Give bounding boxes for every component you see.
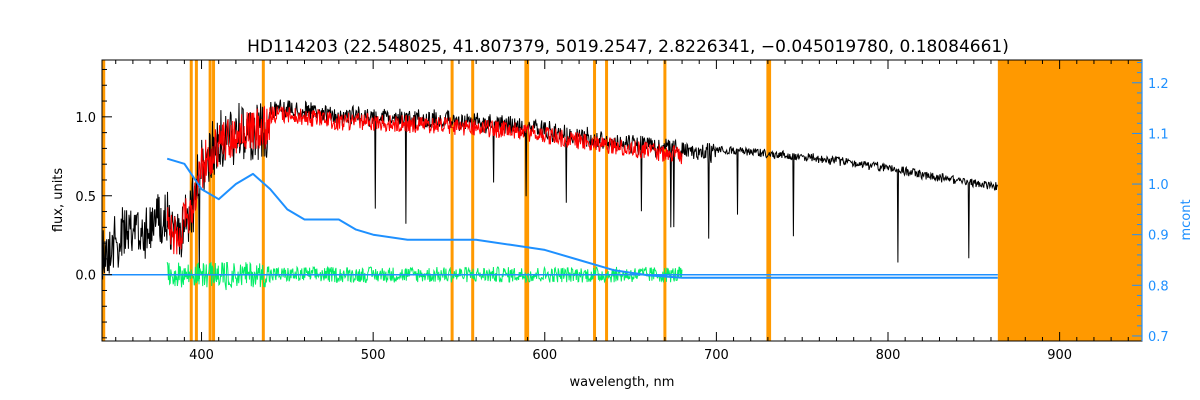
continuum-line [166, 157, 998, 279]
mask-line [766, 60, 770, 341]
y-tick-label: 0.5 [75, 190, 96, 205]
y2-tick-label: 1.0 [1148, 178, 1169, 193]
mask-line [526, 60, 530, 341]
mask-line [208, 60, 212, 341]
x-tick-label: 400 [189, 348, 214, 363]
y-tick-label: 1.0 [75, 111, 96, 126]
x-tick-label: 500 [361, 348, 386, 363]
x-axis-label: wavelength, nm [570, 375, 675, 390]
residual-trace [166, 261, 683, 291]
model-spectrum [166, 105, 683, 255]
model-trace [166, 105, 683, 255]
mask-line [261, 60, 265, 341]
observed-spectrum [102, 99, 999, 280]
x-tick-label: 700 [704, 348, 729, 363]
mask-line [605, 60, 609, 341]
y2-axis-ticks: 0.7 0.8 0.9 1.0 1.1 1.2 [1132, 62, 1169, 345]
y-tick-label: 0.0 [75, 269, 96, 284]
y-axis-ticks: 0.0 0.5 1.0 [75, 68, 112, 339]
y2-tick-label: 0.8 [1148, 279, 1169, 294]
mask-line [593, 60, 597, 341]
mask-line [102, 60, 106, 341]
x-tick-label: 900 [1047, 348, 1072, 363]
mask-line [524, 60, 528, 341]
y2-tick-label: 0.7 [1148, 330, 1169, 345]
mask-line [212, 60, 216, 341]
mask-band [997, 60, 1142, 341]
y2-axis-label: mcont [1179, 199, 1194, 240]
x-axis-ticks: 400 500 600 700 800 900 [115, 60, 1129, 363]
x-tick-label: 800 [876, 348, 901, 363]
mask-line [768, 60, 772, 341]
y2-tick-label: 1.2 [1148, 77, 1169, 92]
y2-tick-label: 0.9 [1148, 229, 1169, 244]
mask-line [450, 60, 454, 341]
y-axis-label: flux, units [51, 168, 66, 233]
mask-layer [102, 60, 1142, 341]
chart-title: HD114203 (22.548025, 41.807379, 5019.254… [247, 37, 1009, 57]
continuum-curve [102, 157, 998, 279]
mask-line [663, 60, 667, 341]
residual-spectrum [166, 261, 683, 291]
x-tick-label: 600 [532, 348, 557, 363]
y2-tick-label: 1.1 [1148, 127, 1169, 142]
observed-trace [102, 99, 999, 280]
mask-line [471, 60, 475, 341]
